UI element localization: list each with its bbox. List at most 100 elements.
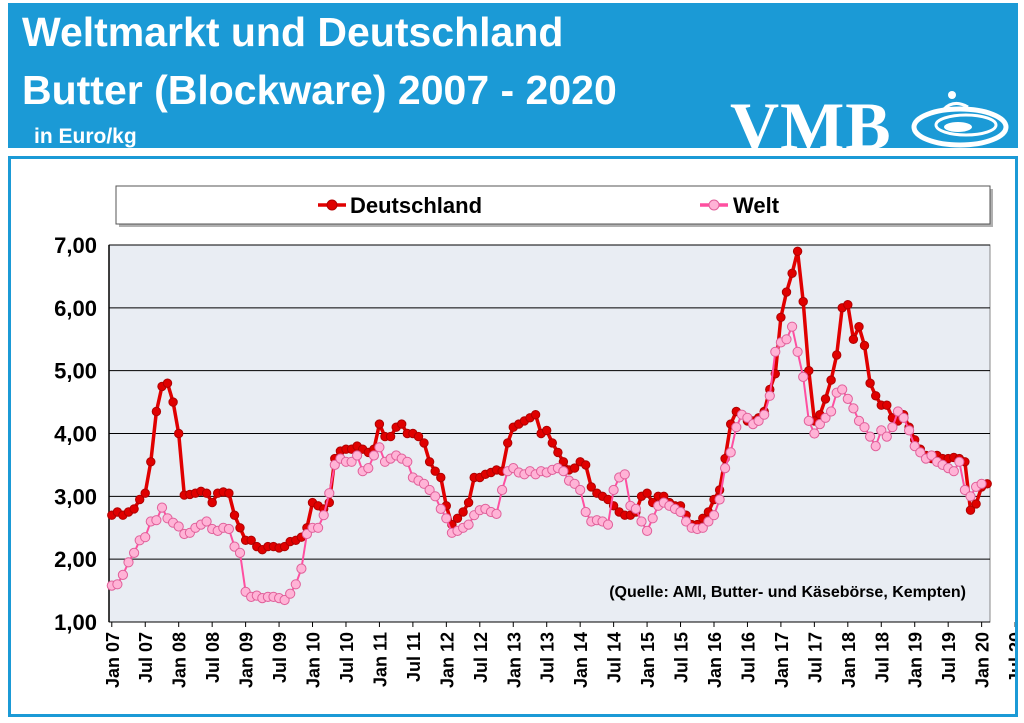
data-point-welt [424,484,435,496]
y-tick-label: 3,00 [54,484,97,509]
data-point-welt [814,419,826,430]
data-point-welt [809,428,820,439]
data-point-welt [301,528,312,540]
data-point-welt [435,503,446,514]
data-point-welt [954,456,965,467]
data-point-welt [441,513,452,524]
data-point-welt [697,522,708,533]
data-point-welt [630,503,642,514]
x-tick-label: Jan 10 [304,632,324,688]
data-point-welt [681,516,692,527]
data-point-welt [753,415,764,426]
x-tick-label: Jul 12 [471,632,491,683]
data-point-deutschland [965,505,976,515]
data-point-deutschland [463,497,474,508]
data-point-welt [720,463,731,474]
data-point-deutschland [798,296,808,307]
data-point-deutschland [140,488,150,498]
source-note: (Quelle: AMI, Butter- und Käsebörse, Kem… [609,584,966,601]
data-point-deutschland [503,438,513,448]
data-point-deutschland [452,513,463,523]
legend-marker [708,199,720,211]
data-point-welt [151,515,162,526]
data-point-welt [112,579,123,590]
data-point-deutschland [235,523,245,533]
data-point-welt [820,412,831,423]
data-point-deutschland [207,497,217,508]
data-point-welt [229,541,240,552]
data-point-welt [826,406,837,417]
data-point-deutschland [246,535,256,545]
data-point-deutschland [792,246,803,257]
data-point-welt [787,321,798,332]
data-point-welt [418,478,430,489]
data-point-welt [798,371,809,382]
x-tick-label: Jan 18 [839,632,859,688]
data-point-deutschland [642,488,652,498]
data-point-welt [675,506,686,518]
data-point-deutschland [374,419,385,429]
data-point-welt [764,390,775,401]
data-point-welt [402,456,413,467]
data-point-deutschland [787,268,797,279]
data-point-welt [870,441,881,452]
legend-label: Deutschland [350,193,482,218]
chart-subtitle: Butter (Blockware) 2007 - 2020 [22,67,617,113]
data-point-welt [346,456,357,467]
data-point-welt [965,491,976,502]
x-tick-label: Jan 12 [437,632,457,688]
unit-label: in Euro/kg [34,125,137,148]
page-title: Weltmarkt und Deutschland [22,9,564,55]
data-point-welt [909,441,920,452]
x-tick-label: Jul 13 [538,632,558,683]
x-tick-label: Jul 14 [605,632,625,683]
data-point-welt [374,442,385,453]
data-point-welt [558,466,569,477]
vmb-logo-icon [911,91,1009,148]
data-point-welt [608,484,619,496]
data-point-deutschland [804,366,814,376]
y-tick-label: 7,00 [54,233,97,258]
data-point-welt [368,450,379,461]
data-point-welt [123,557,134,568]
x-tick-label: Jul 10 [337,632,357,683]
data-point-welt [580,506,591,518]
x-tick-label: Jul 08 [203,632,223,683]
x-tick-label: Jan 20 [973,632,993,688]
data-point-deutschland [843,300,853,310]
data-point-welt [865,431,876,442]
data-point-deutschland [174,428,184,439]
data-point-welt [853,415,865,426]
data-point-welt [759,409,770,420]
data-point-welt [904,425,915,436]
data-point-deutschland [151,406,162,417]
x-tick-label: Jul 11 [404,632,424,682]
data-point-welt [803,415,814,426]
data-point-welt [926,450,937,461]
data-point-deutschland [542,425,552,436]
y-tick-label: 5,00 [54,359,97,384]
data-point-deutschland [832,350,842,360]
data-point-deutschland [168,397,178,407]
data-point-welt [430,491,441,502]
data-point-deutschland [848,334,859,345]
data-point-deutschland [385,431,396,442]
data-point-deutschland [776,312,786,323]
data-point-welt [234,547,246,558]
data-point-welt [140,532,151,543]
data-point-deutschland [871,391,881,401]
x-tick-label: Jul 20 [1006,632,1015,683]
data-point-welt [318,510,329,521]
data-point-deutschland [547,438,557,448]
data-point-deutschland [569,463,580,473]
data-point-deutschland [229,510,240,520]
data-point-deutschland [854,322,864,332]
y-tick-label: 2,00 [54,547,97,572]
data-point-welt [569,478,580,489]
data-point-welt [296,563,307,574]
data-point-welt [129,547,140,558]
data-point-deutschland [971,499,981,509]
data-point-welt [279,594,290,606]
y-tick-label: 6,00 [54,296,97,321]
data-point-welt [837,384,848,395]
